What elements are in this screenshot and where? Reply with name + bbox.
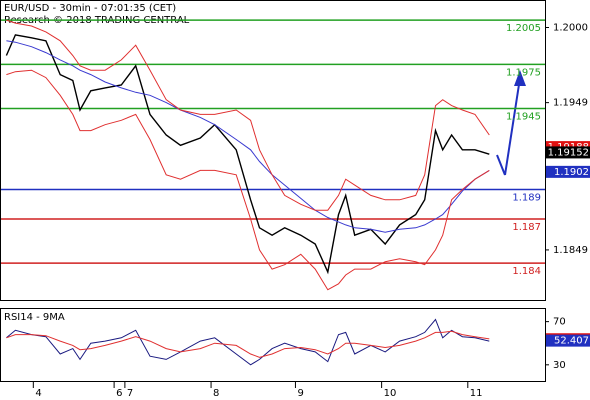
series-line <box>6 69 490 291</box>
arrow-head <box>514 70 526 86</box>
y-tick-label: 1.1949 <box>553 98 588 109</box>
projection-arrow <box>496 154 506 176</box>
level-label: 1.189 <box>512 193 541 204</box>
chart-title: EUR/USD - 30min - 07:01:35 (CET) <box>4 3 176 14</box>
series-line <box>6 330 490 358</box>
projection-arrow <box>504 77 521 176</box>
rsi-title: RSI14 - 9MA <box>4 312 65 323</box>
y-tick-label: 70 <box>553 317 566 328</box>
price-marker-label: 1.19152 <box>548 147 589 158</box>
y-tick-label: 1.1849 <box>553 245 588 256</box>
level-label: 1.187 <box>512 222 541 233</box>
x-tick-label: 9 <box>297 388 303 399</box>
price-marker <box>546 334 590 347</box>
price-marker <box>546 146 590 159</box>
level-label: 1.184 <box>512 266 541 277</box>
x-tick-label: 7 <box>127 388 133 399</box>
rsi-panel <box>0 308 546 382</box>
series-line <box>6 40 490 233</box>
series-line <box>5 34 490 275</box>
price-marker-label: 1.1902 <box>554 167 589 178</box>
price-panel <box>0 0 546 301</box>
x-tick-label: 10 <box>384 388 397 399</box>
y-tick-label: 1.2000 <box>553 23 588 34</box>
y-tick-label: 30 <box>553 360 566 371</box>
x-tick-label: 4 <box>35 388 41 399</box>
series-line <box>6 19 490 211</box>
x-tick-label: 8 <box>213 388 219 399</box>
x-tick-label: 11 <box>470 388 483 399</box>
level-label: 1.1945 <box>506 112 541 123</box>
level-label: 1.1975 <box>506 67 541 78</box>
price-marker-label: 52.407 <box>554 336 589 347</box>
series-line <box>6 318 490 366</box>
price-marker <box>546 165 590 178</box>
level-label: 1.2005 <box>506 23 541 34</box>
x-tick-label: 6 <box>116 388 122 399</box>
